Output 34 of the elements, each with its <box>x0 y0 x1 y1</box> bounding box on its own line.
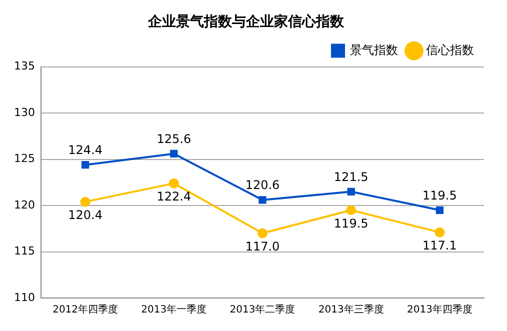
point <box>258 196 266 204</box>
point <box>436 206 444 214</box>
point <box>347 188 355 196</box>
data-label: 119.5 <box>334 216 368 230</box>
point <box>434 227 445 238</box>
legend-label: 景气指数 <box>350 42 398 57</box>
data-label: 124.4 <box>68 142 102 157</box>
data-label: 119.5 <box>422 188 457 202</box>
x-tick-label: 2013年四季度 <box>406 304 472 316</box>
data-label: 121.5 <box>334 170 368 184</box>
point <box>170 150 178 158</box>
x-tick-label: 2013年二季度 <box>230 304 296 316</box>
data-label: 117.0 <box>245 239 280 254</box>
legend-label: 信心指数 <box>426 42 474 57</box>
data-label: 120.4 <box>68 208 102 222</box>
data-label: 122.4 <box>156 189 192 204</box>
x-tick-label: 2012年四季度 <box>52 304 118 316</box>
y-tick-label: 120 <box>14 198 35 212</box>
point <box>81 161 90 169</box>
y-tick-label: 130 <box>14 106 35 119</box>
x-tick-label: 2013年一季度 <box>141 304 207 316</box>
chart-title: 企业景气指数与企业家信心指数 <box>147 13 345 30</box>
data-label: 120.6 <box>245 178 280 192</box>
point <box>258 228 268 238</box>
y-tick-label: 115 <box>14 244 35 258</box>
y-tick-label: 110 <box>14 290 35 304</box>
point <box>80 196 90 207</box>
y-tick-label: 135 <box>14 60 35 73</box>
x-tick-label: 2013年三季度 <box>318 304 384 316</box>
data-label: 125.6 <box>156 132 192 146</box>
data-label: 117.1 <box>422 238 457 252</box>
point <box>346 205 356 216</box>
point <box>168 178 179 188</box>
y-tick-label: 125 <box>14 152 35 166</box>
